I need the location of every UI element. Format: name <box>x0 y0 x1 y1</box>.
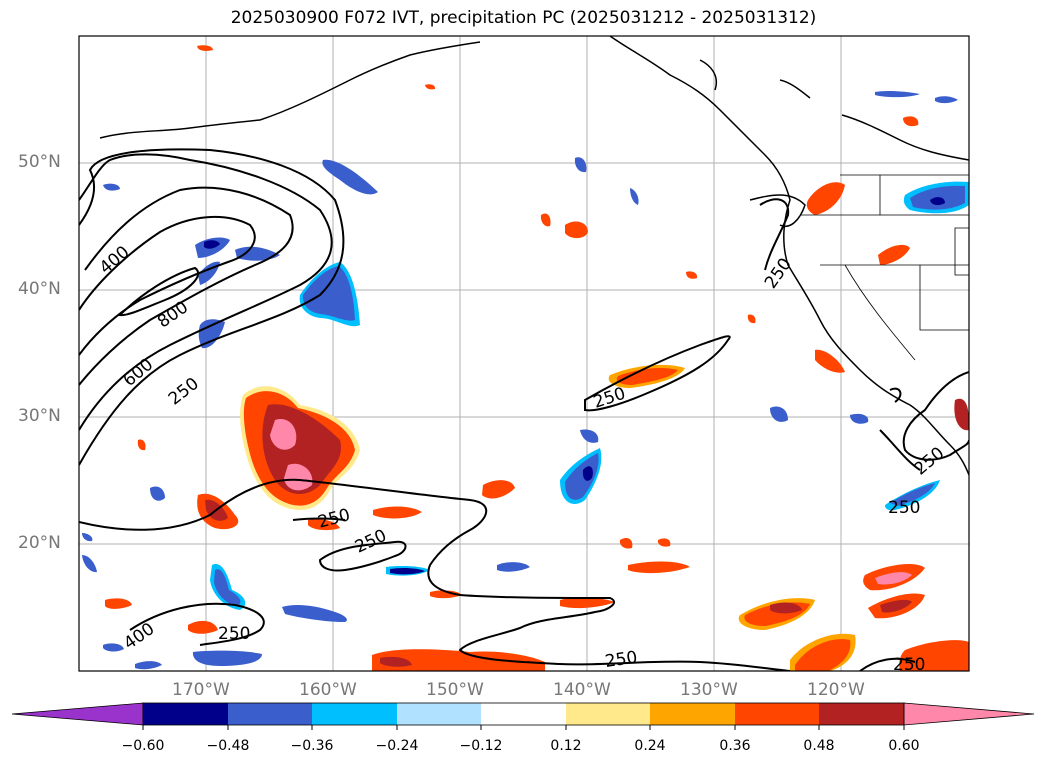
lon-label-150w: 150°W <box>426 680 484 700</box>
colorbar <box>11 702 1035 730</box>
colorbar-swatch <box>397 703 481 725</box>
colorbar-tick-label: 0.12 <box>550 738 582 754</box>
colorbar-tick-label: 0.24 <box>634 738 666 754</box>
precip-positive-areas <box>105 45 969 671</box>
colorbar-tick-label: 0.36 <box>719 738 751 754</box>
colorbar-swatch <box>650 703 735 725</box>
contour-label: 250 <box>218 624 250 644</box>
colorbar-tick-label: 0.48 <box>803 738 835 754</box>
gridlines <box>79 36 969 671</box>
map-title: 2025030900 F072 IVT, precipitation PC (2… <box>230 8 817 28</box>
us-state-borders <box>800 174 969 361</box>
contour-label: 250 <box>888 498 920 518</box>
lat-label-50n: 50°N <box>18 152 61 172</box>
colorbar-swatch <box>312 703 397 725</box>
colorbar-swatch <box>481 703 566 725</box>
contour-label: 250 <box>893 655 925 675</box>
lat-label-30n: 30°N <box>18 406 61 426</box>
colorbar-swatch <box>566 703 650 725</box>
colorbar-extend-min <box>11 702 144 726</box>
precip-negative-areas <box>82 90 969 670</box>
colorbar-tick-label: −0.48 <box>206 738 250 754</box>
map-frame <box>78 35 970 672</box>
lat-label-40n: 40°N <box>18 279 61 299</box>
colorbar-tick-label: −0.60 <box>121 738 165 754</box>
contour-label: 250 <box>604 648 639 672</box>
colorbar-tick-label: −0.12 <box>459 738 503 754</box>
colorbar-swatch <box>735 703 819 725</box>
lon-label-130w: 130°W <box>680 680 738 700</box>
colorbar-tick-label: −0.24 <box>375 738 419 754</box>
colorbar-swatch <box>143 703 228 725</box>
colorbar-swatch <box>228 703 312 725</box>
lat-label-20n: 20°N <box>18 533 61 553</box>
lon-label-160w: 160°W <box>299 680 357 700</box>
colorbar-extend-max <box>903 702 1035 726</box>
lon-label-120w: 120°W <box>807 680 865 700</box>
colorbar-tick-label: 0.60 <box>888 738 920 754</box>
lon-label-170w: 170°W <box>172 680 230 700</box>
colorbar-tick-label: −0.36 <box>290 738 334 754</box>
lon-label-140w: 140°W <box>553 680 611 700</box>
coastlines <box>99 36 969 476</box>
colorbar-swatch <box>819 703 904 725</box>
ivt-contours <box>79 148 969 671</box>
